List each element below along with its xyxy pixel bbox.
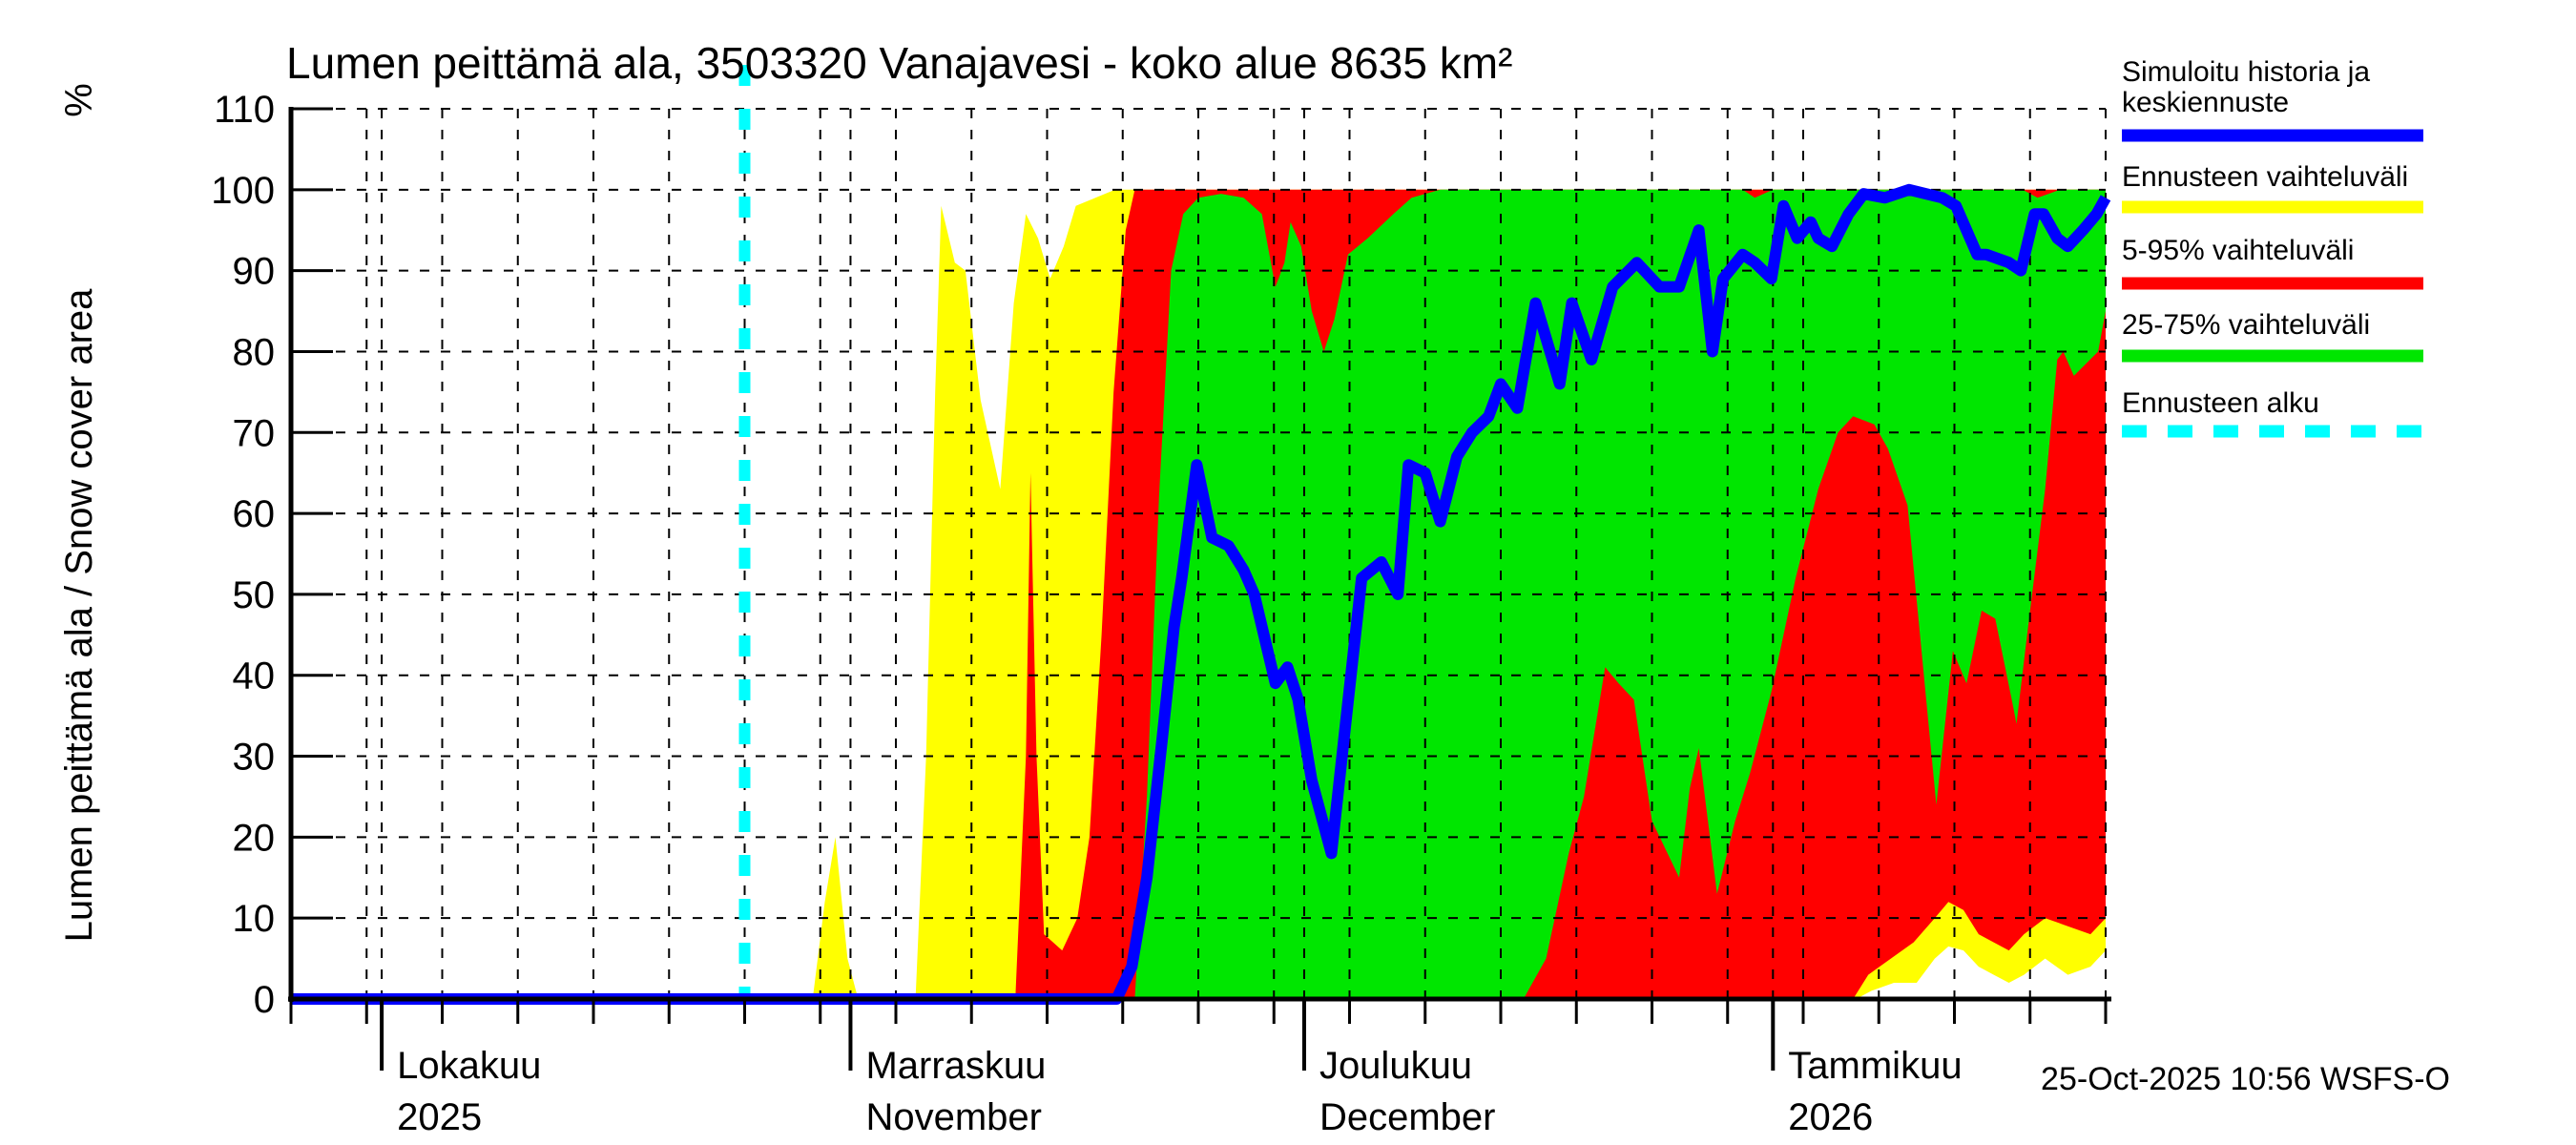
x-month-label-Lokakuu: Lokakuu <box>397 1045 541 1087</box>
y-tick-label-0: 0 <box>254 979 275 1021</box>
y-tick-label-40: 40 <box>233 656 276 697</box>
legend-label-median: Simuloitu historia ja <box>2122 56 2370 88</box>
y-tick-label-70: 70 <box>233 412 276 454</box>
legend-label-range_min_max: Ennusteen vaihteluväli <box>2122 161 2408 193</box>
x-month-label-Joulukuu: Joulukuu <box>1319 1045 1472 1087</box>
y-tick-label-60: 60 <box>233 493 276 535</box>
y-axis-label: Lumen peittämä ala / Snow cover area <box>58 288 100 943</box>
y-tick-label-100: 100 <box>211 170 275 212</box>
x-month-label-Tammikuu: Tammikuu <box>1788 1045 1962 1087</box>
x-month-sublabel-2025: 2025 <box>397 1096 482 1138</box>
y-tick-label-90: 90 <box>233 251 276 293</box>
grid-layer <box>336 108 2107 999</box>
legend-label-p25_p75: 25-75% vaihteluväli <box>2122 309 2370 341</box>
y-tick-label-110: 110 <box>214 89 275 131</box>
y-tick-label-50: 50 <box>233 574 276 616</box>
x-month-sublabel-December: December <box>1319 1096 1496 1138</box>
median-layer <box>291 183 2111 1005</box>
axes-layer: 0 10 20 30 40 50 60 70 80 90 100 110 Lokakuu 2025 Marr… <box>211 89 2111 1138</box>
x-month-sublabel-November: November <box>865 1096 1042 1138</box>
y-tick-label-30: 30 <box>233 737 276 779</box>
median-line <box>291 183 2111 1005</box>
timestamp: 25-Oct-2025 10:56 WSFS-O <box>2041 1061 2450 1097</box>
y-tick-label-20: 20 <box>233 817 276 859</box>
x-month-label-Marraskuu: Marraskuu <box>865 1045 1046 1087</box>
y-tick-label-10: 10 <box>233 898 276 940</box>
legend-label-p5_p95: 5-95% vaihteluväli <box>2122 235 2354 266</box>
y-axis-unit: % <box>58 83 100 117</box>
chart-title: Lumen peittämä ala, 3503320 Vanajavesi -… <box>286 38 1512 88</box>
x-month-sublabel-2026: 2026 <box>1788 1096 1873 1138</box>
legend-label-median-2: keskiennuste <box>2122 87 2289 118</box>
y-tick-label-80: 80 <box>233 331 276 373</box>
legend-label-forecast_start: Ennusteen alku <box>2122 387 2319 419</box>
